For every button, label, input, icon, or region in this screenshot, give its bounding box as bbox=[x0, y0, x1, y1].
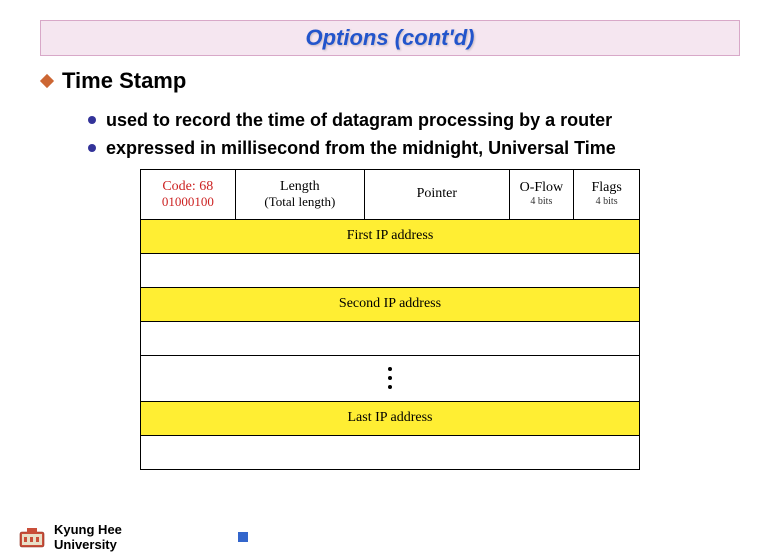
diagram-row bbox=[141, 254, 639, 288]
diagram-row bbox=[141, 322, 639, 356]
ellipsis-row bbox=[141, 356, 639, 402]
length-label: Length bbox=[280, 179, 320, 195]
header-cell-flags: Flags 4 bits bbox=[574, 170, 639, 219]
list-item: used to record the time of datagram proc… bbox=[88, 108, 740, 132]
header-cell-length: Length (Total length) bbox=[236, 170, 365, 219]
length-sub: (Total length) bbox=[264, 195, 335, 210]
list-item: expressed in millisecond from the midnig… bbox=[88, 136, 740, 160]
heading-row: Time Stamp bbox=[40, 68, 740, 94]
dot-icon bbox=[388, 367, 392, 371]
packet-diagram: Code: 68 01000100 Length (Total length) … bbox=[140, 169, 640, 470]
list-item-text: expressed in millisecond from the midnig… bbox=[106, 136, 616, 160]
content-area: Time Stamp used to record the time of da… bbox=[0, 56, 780, 470]
dot-bullet-icon bbox=[88, 116, 96, 124]
diamond-bullet-icon bbox=[40, 74, 54, 88]
code-label: Code: 68 bbox=[162, 179, 213, 195]
code-sub: 01000100 bbox=[162, 195, 214, 210]
dot-bullet-icon bbox=[88, 144, 96, 152]
dot-icon bbox=[388, 385, 392, 389]
header-cell-code: Code: 68 01000100 bbox=[141, 170, 236, 219]
pointer-label: Pointer bbox=[417, 186, 457, 202]
university-name-line1: Kyung Hee bbox=[54, 523, 122, 537]
diagram-row: First IP address bbox=[141, 220, 639, 254]
university-logo-icon bbox=[18, 526, 46, 550]
section-heading: Time Stamp bbox=[62, 68, 186, 94]
oflow-note: 4 bits bbox=[530, 196, 552, 208]
flags-note: 4 bits bbox=[596, 196, 618, 208]
diagram-row: Last IP address bbox=[141, 402, 639, 436]
row-label: Last IP address bbox=[347, 410, 432, 426]
row-label: First IP address bbox=[347, 228, 434, 244]
flags-label: Flags bbox=[591, 180, 621, 196]
diagram-row bbox=[141, 436, 639, 470]
university-name: Kyung Hee University bbox=[54, 523, 122, 552]
list-item-text: used to record the time of datagram proc… bbox=[106, 108, 612, 132]
footer: Kyung Hee University bbox=[18, 523, 122, 552]
oflow-label: O-Flow bbox=[520, 180, 564, 196]
diagram-row: Second IP address bbox=[141, 288, 639, 322]
page-title: Options (cont'd) bbox=[306, 25, 475, 51]
dot-icon bbox=[388, 376, 392, 380]
title-bar: Options (cont'd) bbox=[40, 20, 740, 56]
diagram-header-row: Code: 68 01000100 Length (Total length) … bbox=[141, 170, 639, 220]
diagram-wrap: Code: 68 01000100 Length (Total length) … bbox=[40, 169, 740, 470]
header-cell-oflow: O-Flow 4 bits bbox=[510, 170, 575, 219]
blue-square-icon bbox=[238, 532, 248, 542]
row-label: Second IP address bbox=[339, 296, 441, 312]
sub-list: used to record the time of datagram proc… bbox=[40, 108, 740, 161]
header-cell-pointer: Pointer bbox=[365, 170, 509, 219]
